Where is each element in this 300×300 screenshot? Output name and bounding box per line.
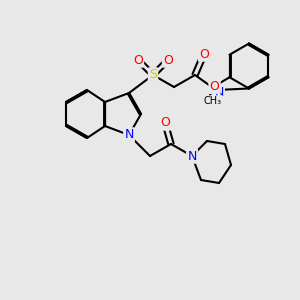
Text: N: N [214,86,224,100]
Text: CH₃: CH₃ [204,96,222,106]
Text: O: O [163,53,173,67]
Text: N: N [124,128,134,142]
Text: O: O [199,47,209,61]
Text: O: O [210,80,220,93]
Text: O: O [133,53,143,67]
Text: N: N [187,149,197,163]
Text: H: H [211,82,218,92]
Text: O: O [160,116,170,130]
Text: S: S [149,68,157,82]
